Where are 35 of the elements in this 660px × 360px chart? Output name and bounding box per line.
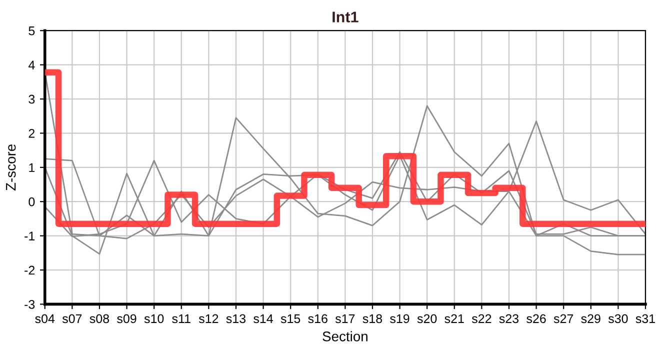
- x-tick-label: s31: [636, 314, 655, 324]
- chart-title: Int1: [332, 12, 358, 22]
- x-tick-label: s18: [362, 314, 382, 324]
- x-tick-label: s16: [308, 314, 328, 324]
- x-tick-label: s13: [226, 314, 246, 324]
- x-tick-label: s12: [198, 314, 218, 324]
- x-tick-label: s10: [144, 314, 164, 324]
- x-tick-label: s15: [280, 314, 300, 324]
- x-axis-title: Section: [322, 331, 368, 342]
- x-tick-label: s14: [254, 314, 273, 324]
- x-tick-label: s09: [117, 314, 136, 324]
- x-tick-label: s17: [335, 314, 355, 324]
- x-tick-label: s20: [417, 314, 437, 324]
- x-tick-label: s30: [608, 314, 628, 324]
- y-tick-label: 2: [28, 129, 35, 138]
- x-tick-label: s23: [499, 314, 519, 324]
- x-tick-label: s27: [554, 314, 574, 324]
- y-tick-label: 5: [28, 26, 35, 36]
- x-tick-label: s21: [444, 314, 464, 324]
- y-tick-label: -3: [24, 300, 35, 309]
- x-tick-label: s19: [390, 314, 410, 324]
- x-tick-label: s29: [581, 314, 600, 324]
- y-axis-title: Z-score: [6, 144, 16, 190]
- x-tick-label: s04: [35, 314, 55, 324]
- x-tick-label: s11: [172, 314, 190, 324]
- y-tick-label: 1: [29, 163, 35, 172]
- y-tick-label: 0: [28, 197, 35, 206]
- y-tick-label: -1: [24, 232, 35, 240]
- x-tick-label: s22: [472, 314, 492, 324]
- y-tick-label: 3: [28, 94, 35, 104]
- x-tick-label: s07: [62, 314, 82, 324]
- y-tick-label: 4: [28, 60, 35, 70]
- x-tick-label: s08: [90, 314, 110, 324]
- y-tick-label: -2: [24, 266, 35, 275]
- x-tick-label: s26: [526, 314, 546, 324]
